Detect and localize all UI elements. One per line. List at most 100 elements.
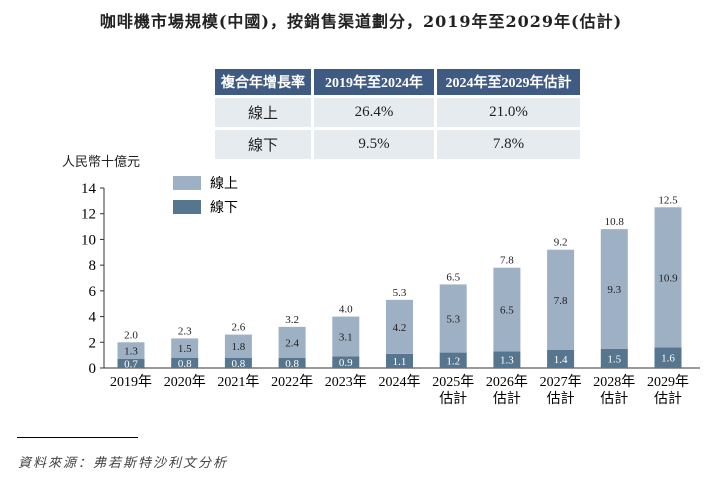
x-tick-label: 2019年 [110, 374, 152, 390]
y-tick-label: 8 [89, 258, 97, 274]
data-label-online: 4.2 [393, 322, 407, 334]
x-tick-label: 2021年 [217, 374, 259, 390]
bar-offline [171, 357, 199, 368]
bar-offline [332, 356, 360, 368]
data-label-online: 1.3 [124, 346, 138, 358]
data-label-offline: 0.8 [232, 358, 246, 370]
cagr-table: 複合年增長率 2019年至2024年 2024年至2029年估計 線上 26.4… [212, 66, 583, 162]
bar-online [654, 207, 682, 348]
bar-online [278, 326, 306, 358]
data-label-total: 2.6 [232, 322, 246, 334]
bar-offline [386, 353, 413, 368]
y-tick-label: 2 [89, 335, 97, 351]
legend-label: 線上 [210, 176, 238, 192]
data-label-total: 2.3 [178, 325, 192, 337]
bar-online [171, 338, 199, 358]
bar-offline [439, 352, 467, 368]
data-label-offline: 1.5 [607, 353, 621, 365]
x-tick-label: 2026年 [486, 374, 528, 390]
data-label-online: 1.8 [232, 341, 246, 353]
y-tick-label: 4 [89, 310, 97, 326]
data-label-total: 2.0 [124, 329, 138, 341]
table-cell: 線下 [215, 130, 311, 159]
bar-online [493, 267, 521, 352]
x-tick-label: 估計 [493, 391, 521, 407]
data-label-offline: 1.4 [554, 354, 568, 366]
data-label-total: 9.2 [554, 237, 568, 249]
y-tick-label: 12 [81, 207, 96, 223]
data-label-online: 5.3 [446, 314, 460, 326]
y-tick-label: 6 [89, 284, 97, 300]
chart-title: 咖啡機市場規模(中國)，按銷售渠道劃分，2019年至2029年(估計) [99, 12, 623, 31]
x-tick-label: 估計 [439, 391, 467, 407]
data-label-offline: 1.1 [393, 356, 407, 368]
data-label-online: 2.4 [285, 337, 299, 349]
bar-offline [224, 357, 252, 368]
y-tick-label: 10 [81, 232, 96, 248]
bar-offline [547, 350, 575, 368]
x-tick-label: 估計 [600, 391, 628, 407]
data-label-online: 3.1 [339, 332, 353, 344]
table-cell: 7.8% [437, 130, 580, 159]
data-label-total: 10.8 [605, 216, 625, 228]
legend-swatch [173, 200, 201, 214]
table-header: 2019年至2024年 [314, 69, 434, 95]
data-label-online: 6.5 [500, 305, 514, 317]
bar-online [600, 229, 628, 349]
bar-offline [493, 351, 521, 368]
table-cell: 9.5% [314, 130, 434, 159]
data-label-offline: 0.9 [339, 357, 353, 369]
data-label-offline: 1.2 [446, 355, 460, 367]
data-label-online: 7.8 [554, 295, 568, 307]
y-tick-label: 0 [89, 361, 97, 377]
y-tick-label: 14 [81, 181, 97, 197]
x-tick-label: 2023年 [325, 374, 367, 390]
bar-online [439, 284, 467, 353]
table-header: 2024年至2029年估計 [437, 69, 580, 95]
legend-label: 線下 [210, 200, 238, 216]
table-row: 線下 9.5% 7.8% [215, 130, 580, 159]
table-cell: 線上 [215, 98, 311, 127]
data-label-offline: 0.7 [124, 359, 138, 371]
bar-online [224, 334, 252, 358]
bar-offline [278, 357, 306, 368]
data-label-total: 12.5 [658, 194, 678, 206]
table-cell: 26.4% [314, 98, 434, 127]
data-label-offline: 1.6 [661, 353, 675, 365]
source-note: 資料來源：弗若斯特沙利文分析 [18, 456, 229, 471]
bar-online [332, 316, 360, 357]
bar-offline [600, 348, 628, 368]
y-axis-label: 人民幣十億元 [62, 155, 141, 170]
bar-online [386, 299, 413, 354]
data-label-total: 4.0 [339, 304, 353, 316]
x-tick-label: 2025年 [432, 374, 474, 390]
data-label-total: 6.5 [446, 271, 460, 283]
x-tick-label: 2022年 [271, 374, 313, 390]
data-label-offline: 0.8 [178, 358, 192, 370]
table-row: 線上 26.4% 21.0% [215, 98, 580, 127]
data-label-online: 1.5 [178, 343, 192, 355]
data-label-offline: 1.3 [500, 355, 514, 367]
x-tick-label: 2027年 [540, 374, 582, 390]
x-tick-label: 2029年 [647, 374, 689, 390]
x-tick-label: 2020年 [164, 374, 206, 390]
data-label-online: 10.9 [658, 272, 678, 284]
legend-swatch [173, 176, 201, 190]
data-label-total: 7.8 [500, 255, 514, 267]
bar-online [547, 249, 575, 350]
x-tick-label: 估計 [654, 391, 682, 407]
data-label-online: 9.3 [607, 284, 621, 296]
divider [17, 437, 138, 438]
x-tick-label: 2024年 [379, 374, 421, 390]
bar-online [117, 342, 145, 359]
table-header: 複合年增長率 [215, 69, 311, 95]
bar-offline [654, 347, 682, 368]
data-label-total: 5.3 [393, 287, 407, 299]
x-tick-label: 2028年 [593, 374, 635, 390]
x-tick-label: 估計 [547, 391, 575, 407]
data-label-total: 3.2 [285, 314, 299, 326]
data-label-offline: 0.8 [285, 358, 299, 370]
bar-offline [117, 359, 145, 368]
table-cell: 21.0% [437, 98, 580, 127]
